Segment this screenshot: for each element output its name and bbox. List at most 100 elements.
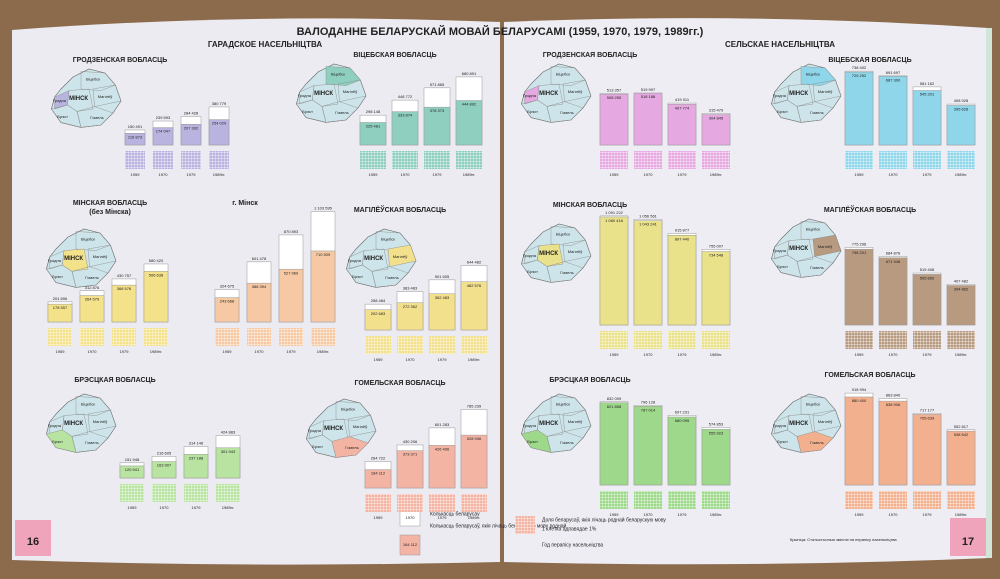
right-heading: СЕЛЬСКАЕ НАСЕЛЬНІЦТВА (725, 40, 835, 49)
year-label: 1979 (192, 505, 202, 510)
year-label: 1989гг. (710, 352, 722, 357)
bar-speakers (599, 93, 629, 146)
map-label: Віцебск (556, 401, 570, 406)
map-label: Гродна (53, 98, 67, 103)
bar-speakers (633, 220, 663, 326)
year-label: 1989гг. (317, 349, 329, 354)
total-label: 717 177 (920, 407, 935, 412)
year-label: 1989гг. (955, 352, 967, 357)
total-label: 755 007 (709, 244, 724, 249)
legend-speaker-label: 184 112 (403, 542, 418, 547)
total-label: 380 779 (212, 101, 227, 106)
share-grid-lines (392, 151, 418, 169)
map-region (335, 401, 371, 421)
total-label: 601 478 (252, 256, 267, 261)
year-label: 1959 (610, 352, 620, 357)
map-region (800, 66, 836, 86)
share-grid-lines (112, 328, 136, 346)
year-label: 1979 (120, 349, 130, 354)
total-label: 150 491 (128, 124, 143, 129)
bar-speakers (667, 416, 697, 486)
map-region (562, 239, 592, 262)
map-label: МІНСК (789, 91, 808, 97)
share-grid-lines (429, 494, 455, 512)
page-number: 17 (962, 536, 974, 548)
year-label: 1979 (187, 172, 197, 177)
share-grid-lines (913, 151, 941, 169)
year-label: 1979 (923, 172, 933, 177)
map-label: Брэст (527, 269, 538, 274)
speaker-label: 272 362 (403, 304, 418, 309)
speaker-label: 378 373 (430, 108, 445, 113)
map-label: Магілёў (93, 254, 108, 259)
map-region (75, 231, 111, 251)
year-label: 1979 (678, 172, 688, 177)
share-grid-lines (215, 328, 239, 346)
total-label: 408 928 (954, 98, 969, 103)
share-grid-lines (144, 328, 168, 346)
map-region (546, 101, 584, 123)
bar-speakers (208, 119, 230, 146)
total-label: 315 479 (709, 108, 724, 113)
share-grid-lines (668, 331, 696, 349)
bar-speakers (460, 434, 488, 489)
bar-speakers (183, 454, 209, 479)
bar-speakers (946, 105, 976, 146)
map-label: МІНСК (64, 256, 83, 262)
map-region (812, 79, 842, 102)
map-label: Віцебск (81, 401, 95, 406)
panel-title: БРЭСЦКАЯ ВОБЛАСЦЬ (549, 377, 630, 384)
bar-speakers (912, 90, 942, 146)
speaker-label: 254 029 (212, 121, 227, 126)
total-label: 201 696 (53, 296, 68, 301)
total-label: 738 402 (852, 65, 867, 70)
bar-speakers (701, 251, 731, 326)
share-grid-lines (120, 484, 144, 502)
share-grid-lines (181, 151, 201, 169)
panel-title: ГОМЕЛЬСКАЯ ВОБЛАСЦЬ (354, 380, 445, 387)
total-label: 870 893 (284, 229, 299, 234)
panel-title: ВІЦЕБСКАЯ ВОБЛАСЦЬ (828, 57, 911, 64)
bar-speakers (359, 122, 387, 146)
total-label: 1 103 595 (314, 206, 333, 211)
share-grid-lines (600, 331, 628, 349)
map-region (71, 266, 109, 288)
bar-speakers (391, 111, 419, 146)
map-region (87, 244, 117, 267)
speaker-label: 897 440 (675, 236, 690, 241)
map-region (800, 396, 836, 416)
page-edge (986, 28, 992, 558)
bar-speakers (364, 469, 392, 489)
speaker-label: 362 483 (435, 295, 450, 300)
speaker-label: 174 047 (156, 129, 171, 134)
year-label: 1989гг. (468, 357, 480, 362)
map-label: Гродна (773, 93, 787, 98)
map-region (92, 84, 122, 107)
left-heading: ГАРАДСКОЕ НАСЕЛЬНІЦТВА (208, 40, 323, 49)
map-label: Брэст (52, 274, 63, 279)
year-label: 1970 (644, 512, 654, 517)
map-region (812, 234, 842, 257)
year-label: 1979 (923, 352, 933, 357)
speaker-label: 555 923 (709, 430, 724, 435)
bar-speakers (878, 400, 908, 486)
panel-title: ГРОДЗЕНСКАЯ ВОБЛАСЦЬ (543, 52, 638, 59)
share-grid-lines (311, 328, 335, 346)
year-label: 1970 (889, 172, 899, 177)
page-number-box (15, 520, 51, 556)
map-region (75, 396, 111, 416)
speaker-label: 264 579 (85, 297, 100, 302)
speaker-label: 225 481 (366, 124, 381, 129)
page-number: 16 (27, 536, 39, 548)
map-label: Гродна (773, 423, 787, 428)
year-label: 1959 (855, 352, 865, 357)
map-label: Віцебск (806, 401, 820, 406)
year-label: 1959 (855, 512, 865, 517)
bar-speakers (667, 103, 697, 146)
total-label: 407 482 (954, 278, 969, 283)
share-grid-lines (279, 328, 303, 346)
year-label: 1989гг. (710, 512, 722, 517)
